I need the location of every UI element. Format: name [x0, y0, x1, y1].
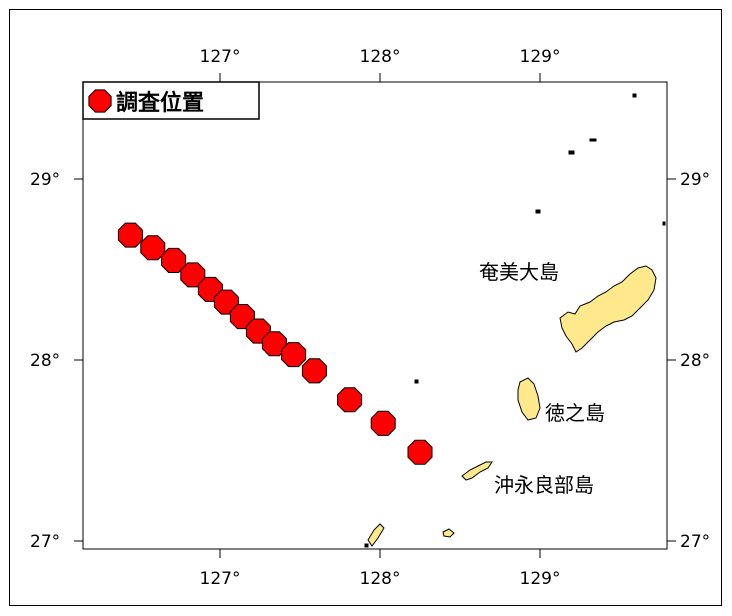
survey-station-marker — [180, 262, 206, 288]
survey-station-marker — [337, 387, 363, 413]
islands — [364, 93, 666, 548]
lat-tick-label-left: 28° — [30, 351, 60, 371]
survey-stations — [117, 222, 433, 465]
islet — [414, 379, 419, 384]
legend-marker — [88, 89, 112, 113]
islet — [632, 93, 637, 98]
survey-station-marker — [370, 410, 396, 436]
tick-marks — [74, 73, 676, 558]
legend: 調査位置 — [82, 81, 260, 120]
amami-oshima-island — [559, 265, 657, 353]
survey-station-marker — [161, 247, 187, 273]
place-label-okinoerabu: 沖永良部島 — [494, 473, 594, 497]
map-frame — [82, 81, 668, 550]
tokunoshima-island — [517, 377, 541, 421]
survey-station-marker — [117, 222, 143, 248]
survey-station-marker — [140, 235, 166, 261]
lon-tick-label-top: 127° — [200, 47, 241, 67]
survey-station-marker — [229, 304, 255, 330]
lon-tick-label-bottom: 129° — [520, 569, 561, 589]
lat-tick-label-left: 29° — [30, 170, 60, 190]
figure-border — [9, 9, 722, 606]
okinawa-north-islet — [367, 523, 385, 547]
lon-tick-label-top: 129° — [520, 47, 561, 67]
lon-tick-label-top: 128° — [360, 47, 401, 67]
survey-station-marker — [261, 331, 287, 357]
survey-station-marker — [213, 289, 239, 315]
lon-tick-label-bottom: 127° — [200, 569, 241, 589]
lon-tick-label-bottom: 128° — [360, 569, 401, 589]
islet — [364, 543, 369, 548]
place-label-tokunoshima: 徳之島 — [545, 401, 605, 425]
lat-tick-label-right: 28° — [680, 351, 710, 371]
survey-station-marker — [301, 358, 327, 384]
islet — [535, 209, 541, 214]
yoron-island — [442, 528, 455, 538]
legend-box — [82, 81, 260, 120]
lat-tick-label-right: 29° — [680, 170, 710, 190]
place-label-amami: 奄美大島 — [479, 260, 559, 284]
lat-tick-label-right: 27° — [680, 532, 710, 552]
survey-station-marker — [407, 439, 433, 465]
islet — [589, 138, 597, 142]
islet — [662, 221, 666, 226]
okinoerabu-island — [461, 461, 493, 481]
islet — [568, 150, 575, 155]
survey-station-marker — [281, 342, 307, 368]
lat-tick-label-left: 27° — [30, 532, 60, 552]
legend-label: 調査位置 — [116, 90, 204, 116]
